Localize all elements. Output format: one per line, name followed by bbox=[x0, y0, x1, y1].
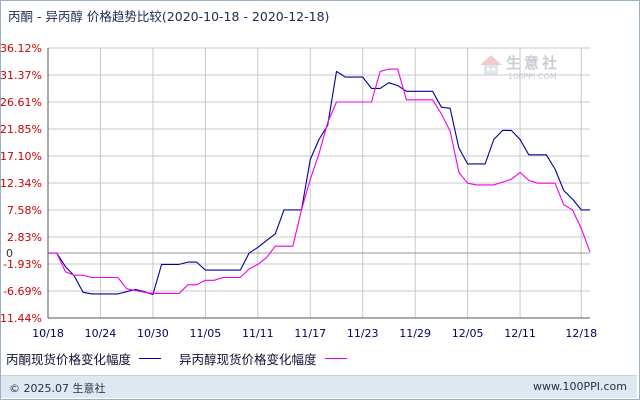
legend-swatch-isopropanol bbox=[324, 358, 347, 359]
y-tick-label: 21.85% bbox=[0, 123, 42, 136]
series-line-acetone bbox=[48, 70, 590, 296]
y-tick-label: -11.44% bbox=[0, 312, 42, 325]
y-tick-label: 31.37% bbox=[0, 69, 42, 82]
y-tick-label: 17.10% bbox=[0, 150, 42, 163]
y-tick-label: 36.12% bbox=[0, 42, 42, 55]
y-tick-label: -1.93% bbox=[3, 258, 42, 271]
zero-tick-label: 0 bbox=[6, 247, 13, 260]
x-tick-label: 10/24 bbox=[85, 327, 117, 340]
x-tick-label: 11/29 bbox=[399, 327, 431, 340]
y-tick-label: 2.83% bbox=[7, 231, 42, 244]
legend-item-acetone: 丙酮现货价格变化幅度 bbox=[6, 349, 162, 368]
x-tick-label: 12/18 bbox=[565, 327, 597, 340]
legend: 丙酮现货价格变化幅度 异丙醇现货价格变化幅度 bbox=[6, 349, 365, 368]
x-tick-labels: 10/18 10/24 10/30 11/05 11/11 11/17 11/23 11/29… bbox=[32, 327, 597, 340]
x-tick-label: 12/11 bbox=[504, 327, 536, 340]
y-tick-labels: 36.12% 31.37% 26.61% 21.85% 17.10% 12.34% 7.58… bbox=[0, 42, 42, 325]
x-tick-label: 12/05 bbox=[452, 327, 484, 340]
y-tick-label: 7.58% bbox=[7, 204, 42, 217]
legend-swatch-acetone bbox=[139, 358, 162, 359]
x-tick-label: 11/11 bbox=[242, 327, 274, 340]
footer-bar: © 2025.07 生意社 www.100PPI.com bbox=[1, 375, 637, 398]
grid-lines bbox=[47, 47, 590, 319]
chart-title: 丙酮 - 异丙醇 价格趋势比较(2020-10-18 - 2020-12-18) bbox=[8, 9, 330, 24]
x-tick-label: 11/23 bbox=[347, 327, 379, 340]
house-logo-icon bbox=[480, 55, 502, 75]
series-lines bbox=[48, 68, 591, 296]
watermark-url: 100PPI.COM bbox=[508, 72, 557, 81]
axes bbox=[47, 48, 590, 319]
y-tick-label: 12.34% bbox=[0, 177, 42, 190]
x-tick-label: 11/05 bbox=[190, 327, 222, 340]
copyright-text: © 2025.07 生意社 bbox=[9, 382, 106, 395]
legend-item-isopropanol: 异丙醇现货价格变化幅度 bbox=[179, 349, 347, 368]
legend-label-isopropanol: 异丙醇现货价格变化幅度 bbox=[179, 352, 317, 367]
series-line-isopropanol bbox=[48, 68, 591, 294]
x-tick-label: 10/18 bbox=[32, 327, 64, 340]
watermark-name: 生意社 bbox=[506, 54, 561, 72]
x-tick-label: 11/17 bbox=[294, 327, 326, 340]
legend-label-acetone: 丙酮现货价格变化幅度 bbox=[6, 352, 132, 367]
site-url-link[interactable]: www.100PPI.com bbox=[533, 380, 627, 393]
watermark-logo: 生意社 100PPI.COM bbox=[478, 52, 588, 92]
y-tick-label: -6.69% bbox=[3, 285, 42, 298]
x-tick-label: 10/30 bbox=[137, 327, 169, 340]
y-tick-label: 26.61% bbox=[0, 96, 42, 109]
